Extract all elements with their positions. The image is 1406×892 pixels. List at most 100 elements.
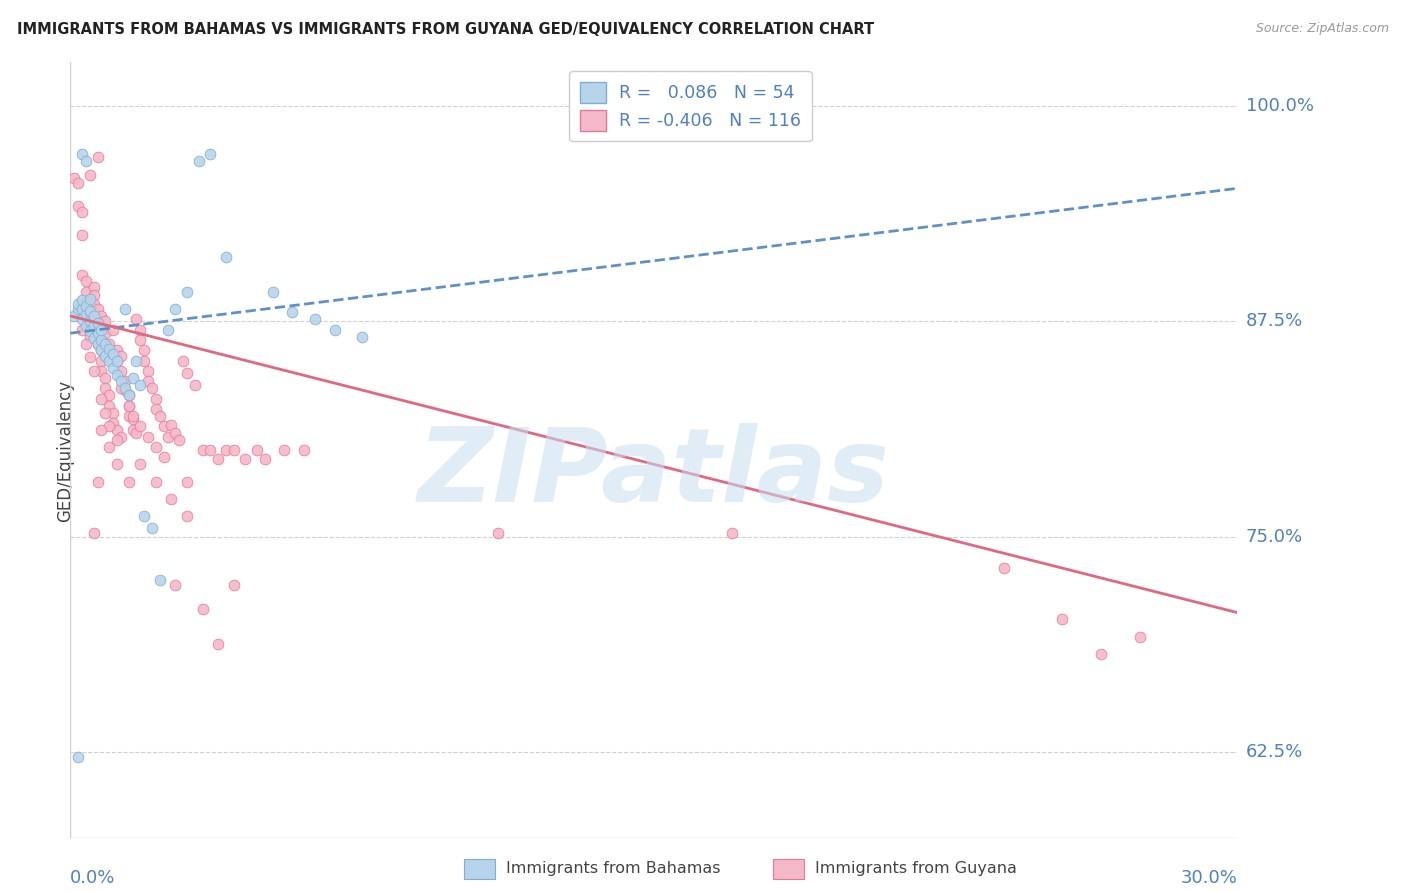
Text: 62.5%: 62.5% (1246, 743, 1303, 761)
Point (352, 329, 374, 343)
Point (281, 305, 304, 319)
Point (98, 399, 121, 413)
Point (110, 430, 132, 444)
Point (90, 343, 112, 358)
Point (67, 297, 90, 311)
Point (94, 314, 117, 328)
Point (90, 392, 112, 406)
Point (118, 399, 141, 413)
Point (86, 475, 108, 489)
Point (83, 279, 105, 293)
Point (90, 323, 112, 337)
Point (79, 314, 101, 328)
Point (110, 364, 132, 378)
Text: 100.0%: 100.0% (1246, 96, 1313, 114)
Point (98, 336, 121, 351)
Point (70, 301, 93, 316)
Point (70, 268, 93, 282)
Point (215, 250, 238, 264)
Point (129, 378, 152, 392)
Point (129, 333, 152, 347)
Point (79, 319, 101, 334)
Point (86, 336, 108, 351)
Point (134, 508, 156, 523)
Point (98, 388, 121, 402)
Point (165, 301, 187, 316)
Point (1129, 630, 1152, 644)
Point (101, 405, 124, 419)
Point (222, 578, 245, 592)
Point (152, 450, 174, 465)
Point (176, 366, 198, 380)
Point (79, 303, 101, 318)
Point (253, 452, 276, 467)
Point (176, 508, 198, 523)
Point (145, 392, 167, 406)
Point (118, 388, 141, 402)
Point (105, 368, 128, 382)
Point (83, 319, 105, 334)
Point (75, 275, 97, 289)
Point (1050, 612, 1074, 626)
Point (86, 326, 108, 341)
Point (273, 443, 295, 458)
Point (94, 371, 117, 385)
Text: 0.0%: 0.0% (70, 869, 115, 887)
Point (79, 312, 101, 326)
Point (118, 409, 141, 423)
Point (118, 475, 141, 489)
Text: Immigrants from Bahamas: Immigrants from Bahamas (506, 862, 721, 876)
Point (98, 342, 121, 356)
Point (105, 343, 128, 358)
Point (136, 375, 159, 389)
Point (191, 443, 214, 458)
Point (134, 343, 156, 358)
Point (90, 309, 112, 323)
Point (86, 150, 108, 164)
Point (110, 381, 132, 395)
Point (160, 491, 183, 506)
Point (176, 475, 198, 489)
Point (141, 521, 163, 535)
Point (83, 288, 105, 302)
Point (98, 419, 121, 434)
Point (160, 417, 183, 432)
Point (67, 750, 90, 764)
Point (83, 297, 105, 311)
Point (233, 452, 256, 467)
Point (79, 329, 101, 343)
Point (98, 440, 121, 454)
Point (114, 301, 136, 316)
Point (101, 360, 124, 375)
Point (105, 423, 128, 437)
Point (101, 323, 124, 337)
Point (75, 153, 97, 168)
Point (70, 227, 93, 242)
Point (304, 312, 326, 326)
Point (114, 383, 136, 397)
Point (75, 336, 97, 351)
Point (75, 295, 97, 310)
Point (172, 353, 194, 368)
Point (121, 423, 143, 437)
Point (246, 443, 269, 458)
Point (70, 293, 93, 308)
Point (165, 426, 187, 441)
Text: Source: ZipAtlas.com: Source: ZipAtlas.com (1256, 22, 1389, 36)
Point (90, 343, 112, 358)
Point (63, 309, 86, 323)
Point (75, 319, 97, 334)
Point (70, 205, 93, 219)
Point (90, 364, 112, 378)
Point (165, 578, 187, 592)
Point (184, 378, 207, 392)
Legend: R =   0.086   N = 54, R = -0.406   N = 116: R = 0.086 N = 54, R = -0.406 N = 116 (569, 71, 811, 141)
Point (105, 457, 128, 471)
Point (105, 433, 128, 447)
Point (134, 353, 156, 368)
Point (79, 351, 101, 365)
Point (94, 336, 117, 351)
Text: IMMIGRANTS FROM BAHAMAS VS IMMIGRANTS FROM GUYANA GED/EQUIVALENCY CORRELATION CH: IMMIGRANTS FROM BAHAMAS VS IMMIGRANTS FR… (17, 22, 875, 37)
Point (486, 526, 509, 541)
Point (176, 285, 198, 299)
